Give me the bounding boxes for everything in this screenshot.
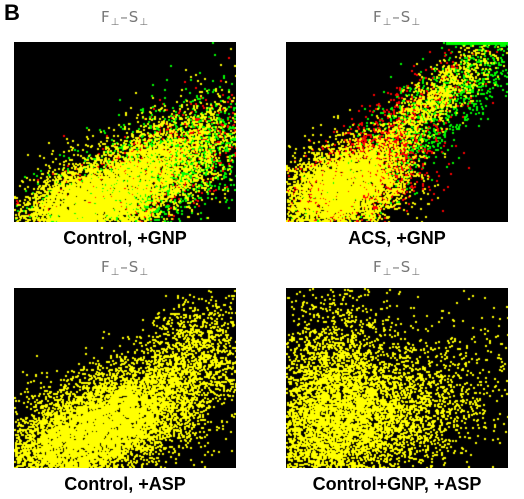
plot-caption: Control, +GNP bbox=[63, 228, 187, 248]
axis-label: F⊥–S⊥ bbox=[372, 258, 422, 278]
axis-label: F⊥–S⊥ bbox=[100, 258, 150, 278]
plot-caption: ACS, +GNP bbox=[348, 228, 446, 248]
panel-letter: B bbox=[4, 0, 20, 25]
scatter-plot-control-gnp bbox=[14, 42, 236, 222]
scatter-plot-control-gnp-asp bbox=[286, 288, 508, 468]
axis-label: F⊥–S⊥ bbox=[372, 8, 422, 28]
scatter-plot-acs-gnp bbox=[286, 42, 508, 222]
axis-label: F⊥–S⊥ bbox=[100, 8, 150, 28]
scatter-plot-control-asp bbox=[14, 288, 236, 468]
plot-caption: Control+GNP, +ASP bbox=[312, 474, 482, 494]
plot-caption: Control, +ASP bbox=[64, 474, 186, 494]
